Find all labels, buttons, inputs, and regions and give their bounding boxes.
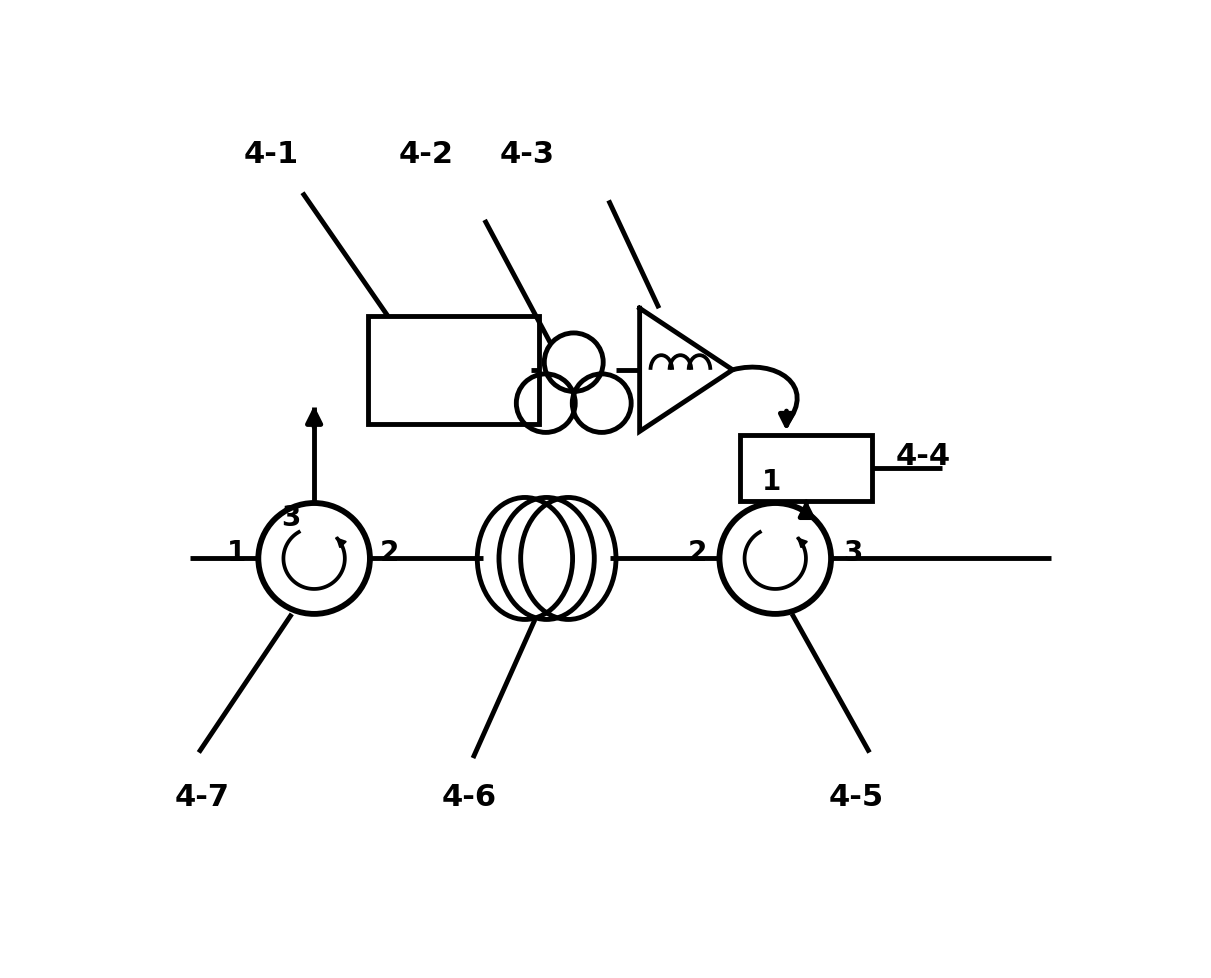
Text: 3: 3	[843, 539, 862, 566]
Text: 4-6: 4-6	[442, 782, 497, 811]
Text: 4-4: 4-4	[895, 441, 951, 470]
Text: 2: 2	[688, 539, 707, 566]
Text: 3: 3	[281, 504, 300, 531]
Text: 1: 1	[762, 468, 781, 496]
Text: 4-1: 4-1	[243, 140, 299, 169]
Bar	[740, 436, 872, 501]
Text: 4-2: 4-2	[398, 140, 454, 169]
Text: 1: 1	[226, 539, 246, 566]
Text: 4-7: 4-7	[174, 782, 229, 811]
Text: 4-3: 4-3	[500, 140, 555, 169]
Text: 4-5: 4-5	[830, 782, 884, 811]
Text: 2: 2	[379, 539, 398, 566]
Bar	[368, 317, 539, 424]
